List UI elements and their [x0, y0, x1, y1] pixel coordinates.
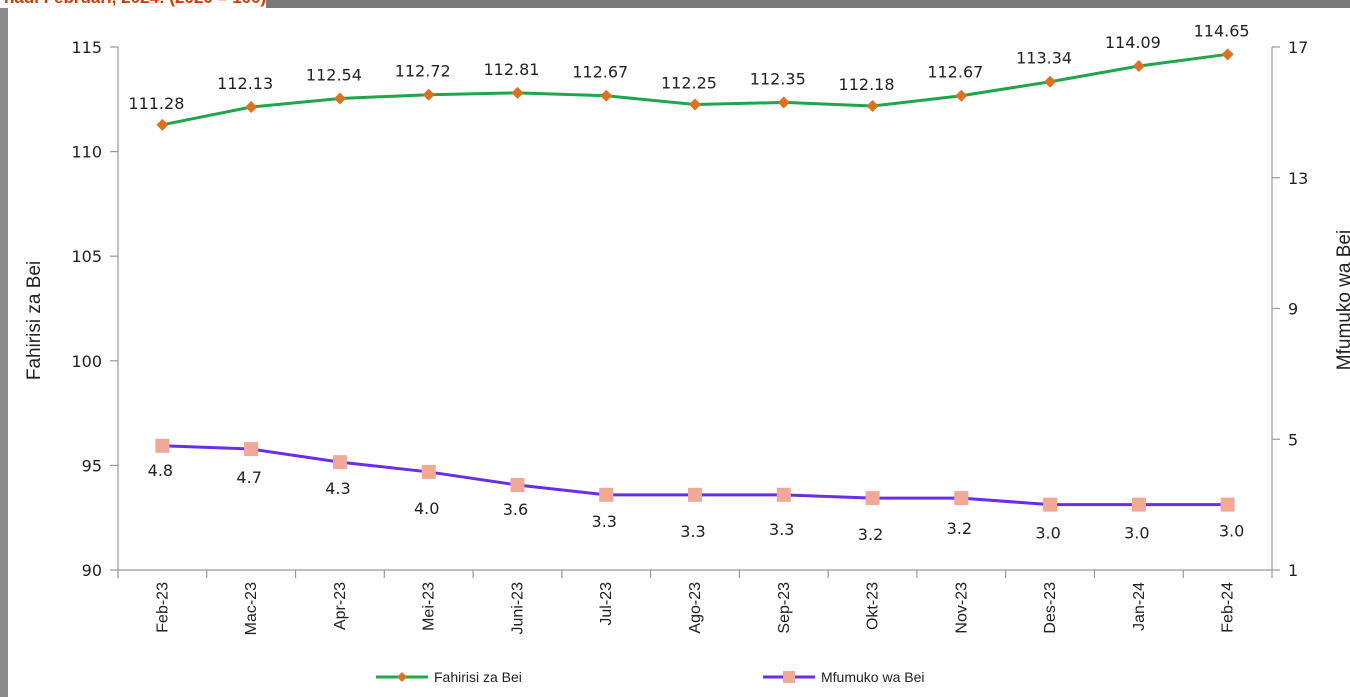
y-tick-label-left: 90: [82, 561, 102, 580]
data-point-mfumuko: [954, 491, 969, 506]
data-label-fahirisi: 112.25: [661, 74, 717, 93]
data-label-mfumuko: 3.0: [1035, 524, 1060, 543]
data-point-fahirisi: [422, 88, 435, 101]
data-label-mfumuko: 4.0: [414, 499, 439, 518]
data-point-mfumuko: [776, 487, 791, 502]
x-category-label: Juni-23: [509, 582, 526, 635]
data-label-mfumuko: 3.3: [592, 512, 617, 531]
x-category-label: Feb-24: [1220, 582, 1237, 633]
data-label-mfumuko: 4.7: [236, 468, 261, 487]
data-label-mfumuko: 4.3: [325, 479, 350, 498]
data-label-fahirisi: 112.13: [217, 74, 273, 93]
frame-top-bar: [0, 0, 1350, 8]
y-tick-label-right: 17: [1288, 38, 1308, 57]
x-category-label: Mei-23: [421, 582, 438, 631]
chart-caption: hadi Februari, 2024: (2020 = 100): [0, 0, 267, 8]
data-point-mfumuko: [1220, 497, 1235, 512]
data-label-fahirisi: 114.65: [1194, 21, 1250, 40]
data-point-mfumuko: [421, 464, 436, 479]
x-category-label: Mac-23: [243, 582, 260, 635]
data-point-fahirisi: [955, 89, 968, 102]
data-point-fahirisi: [1132, 60, 1145, 73]
data-point-fahirisi: [777, 96, 790, 109]
data-point-mfumuko: [244, 442, 259, 457]
legend: Fahirisi za Bei Mfumuko wa Bei: [376, 669, 924, 685]
data-point-fahirisi: [333, 92, 346, 105]
series-layer: 111.28 112.13 112.54 112.72 112.81 112.67 112.…: [128, 21, 1249, 544]
x-category-label: Nov-23: [953, 582, 970, 634]
data-label-mfumuko: 3.3: [769, 520, 794, 539]
data-label-fahirisi: 113.34: [1016, 49, 1072, 68]
data-point-mfumuko: [688, 487, 702, 502]
data-point-mfumuko: [332, 455, 347, 470]
legend-label-mfumuko: Mfumuko wa Bei: [821, 669, 924, 685]
data-label-mfumuko: 3.0: [1219, 522, 1244, 541]
data-point-mfumuko: [1043, 497, 1058, 512]
data-point-fahirisi: [689, 98, 701, 111]
y-axis-title-right: Mfumuko wa Bei: [1334, 230, 1350, 370]
data-point-mfumuko: [865, 491, 880, 506]
legend-label-fahirisi: Fahirisi za Bei: [434, 669, 522, 685]
x-category-label: Apr-23: [332, 582, 349, 630]
y-tick-label-left: 105: [71, 247, 102, 266]
data-point-mfumuko: [599, 487, 614, 502]
data-label-fahirisi: 112.72: [395, 62, 451, 81]
x-category-label: Jul-23: [598, 582, 615, 626]
x-category-label: Ago-23: [687, 582, 704, 634]
data-point-fahirisi: [866, 99, 879, 112]
data-point-fahirisi: [1221, 48, 1234, 61]
data-point-fahirisi: [156, 118, 169, 131]
data-point-fahirisi: [600, 89, 613, 102]
y-tick-label-left: 115: [71, 38, 102, 57]
data-label-fahirisi: 114.09: [1105, 33, 1161, 52]
data-label-fahirisi: 111.28: [128, 94, 184, 113]
data-label-mfumuko: 4.8: [148, 461, 173, 480]
data-label-mfumuko: 3.3: [680, 522, 705, 541]
x-category-label: Sep-23: [776, 582, 793, 634]
y-tick-label-left: 95: [82, 456, 102, 475]
y-tick-label-right: 9: [1288, 300, 1298, 319]
y-tick-label-left: 110: [71, 143, 102, 162]
data-point-fahirisi: [245, 101, 258, 114]
data-point-mfumuko: [510, 478, 525, 493]
axes: 90 95 100 105 110 115 1 5 9 13 17 Feb-23 Mac-23 Apr-2…: [24, 38, 1350, 635]
data-point-mfumuko: [1131, 497, 1146, 512]
data-label-fahirisi: 112.54: [306, 65, 362, 84]
data-label-fahirisi: 112.67: [927, 63, 983, 82]
data-label-fahirisi: 112.18: [839, 75, 895, 94]
data-label-mfumuko: 3.2: [858, 525, 883, 544]
x-category-label: Okt-23: [865, 582, 882, 630]
y-tick-label-left: 100: [71, 352, 102, 371]
legend-marker-mfumuko: [783, 671, 795, 683]
data-label-mfumuko: 3.6: [503, 500, 528, 519]
data-label-fahirisi: 112.35: [750, 69, 806, 88]
data-point-mfumuko: [155, 438, 170, 453]
y-tick-label-right: 13: [1288, 169, 1308, 188]
y-tick-label-right: 1: [1288, 561, 1298, 580]
x-category-label: Jan-24: [1131, 582, 1148, 631]
data-label-mfumuko: 3.2: [947, 519, 972, 538]
data-label-fahirisi: 112.81: [483, 60, 539, 79]
x-category-label: Des-23: [1042, 582, 1059, 634]
data-label-mfumuko: 3.0: [1124, 524, 1149, 543]
legend-marker-fahirisi: [397, 672, 407, 682]
data-label-fahirisi: 112.67: [572, 63, 628, 82]
data-point-fahirisi: [511, 86, 524, 99]
x-category-label: Feb-23: [154, 582, 171, 633]
data-point-fahirisi: [1044, 75, 1057, 88]
y-axis-title-left: Fahirisi za Bei: [24, 261, 45, 380]
y-tick-label-right: 5: [1288, 430, 1298, 449]
